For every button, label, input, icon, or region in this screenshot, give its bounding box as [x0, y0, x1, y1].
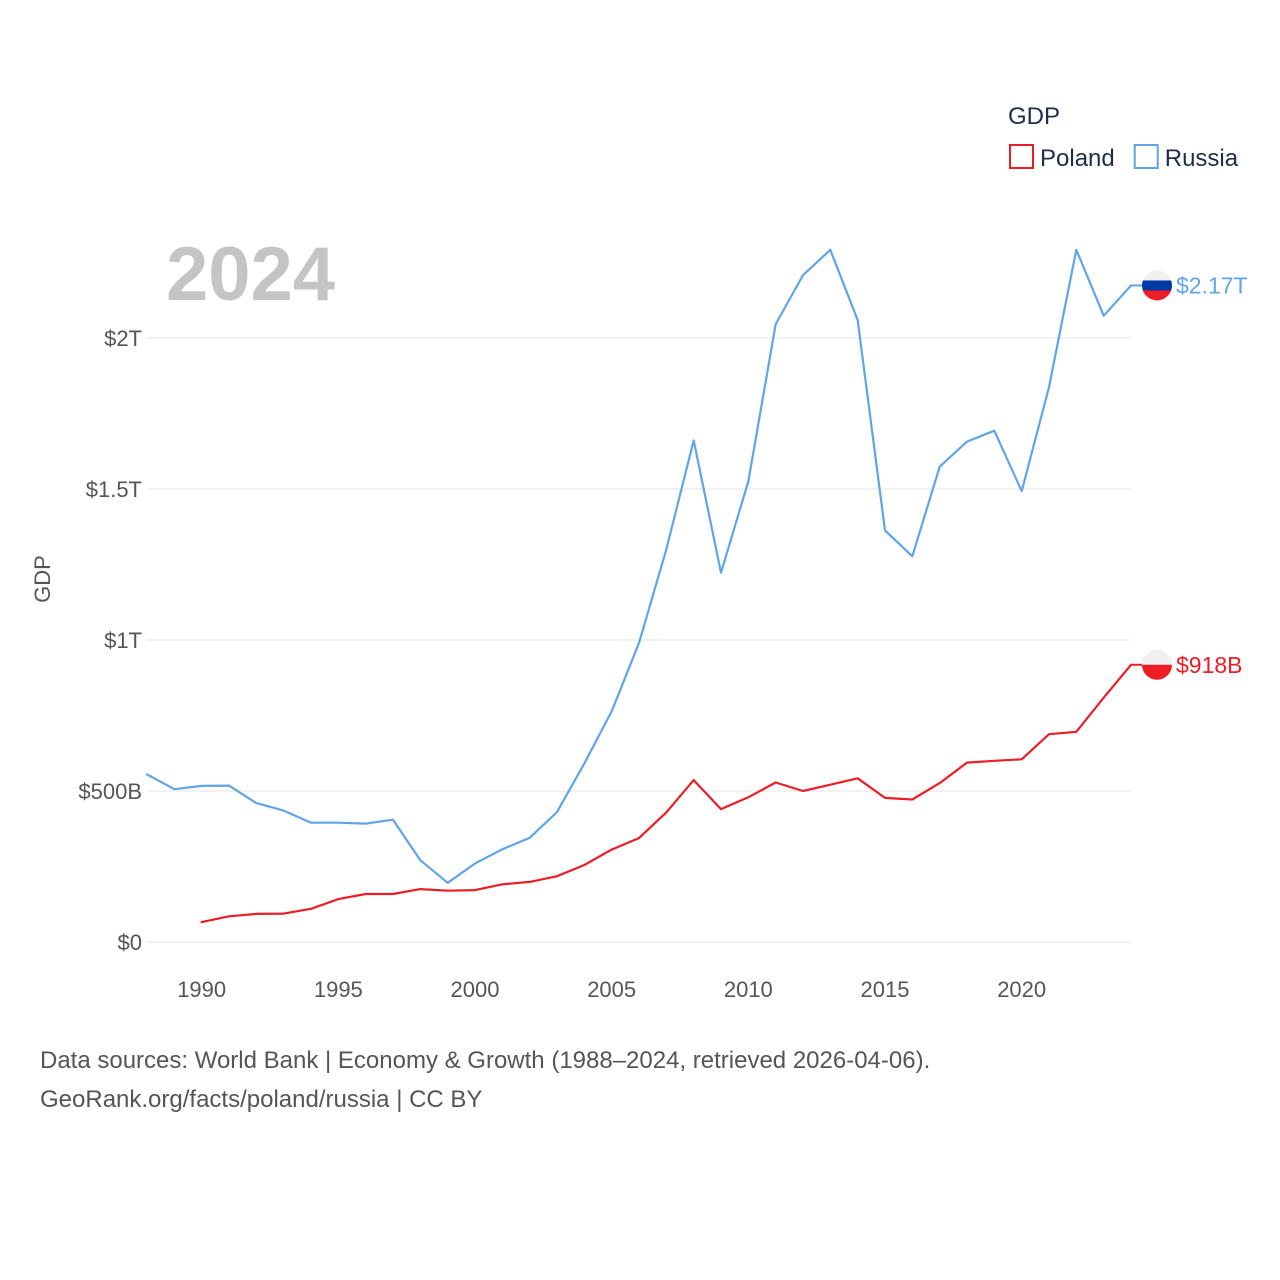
attribution-note: GeoRank.org/facts/poland/russia | CC BY	[40, 1086, 483, 1113]
y-tick-label: $0	[118, 930, 142, 955]
end-value-label-poland: $918B	[1176, 652, 1243, 678]
poland-flag-icon	[1142, 649, 1172, 680]
x-tick-label: 1995	[314, 977, 363, 1002]
x-tick-label: 2015	[861, 977, 910, 1002]
x-tick-label: 2000	[451, 977, 500, 1002]
series-lines	[145, 248, 1133, 924]
y-tick-label: $500B	[78, 779, 142, 804]
legend-label-poland: Poland	[1040, 145, 1115, 172]
x-tick-label: 2020	[997, 977, 1046, 1002]
legend: GDP Poland Russia	[1008, 103, 1239, 172]
y-axis-ticks: $0 $500B $1T $1.5T $2T	[78, 326, 142, 955]
year-label: 2024	[166, 232, 335, 317]
legend-swatch-poland	[1009, 144, 1034, 169]
x-tick-label: 2010	[724, 977, 773, 1002]
legend-items: Poland Russia	[1009, 144, 1239, 172]
footer: Data sources: World Bank | Economy & Gro…	[40, 1041, 1240, 1119]
legend-label-russia: Russia	[1165, 145, 1239, 172]
series-line-poland	[200, 663, 1133, 924]
legend-title: GDP	[1008, 103, 1060, 130]
legend-swatch-russia	[1133, 144, 1159, 169]
y-tick-label: $1.5T	[86, 477, 142, 502]
legend-item-russia[interactable]: Russia	[1133, 144, 1239, 172]
y-axis-title: GDP	[30, 555, 55, 603]
source-note: Data sources: World Bank | Economy & Gro…	[40, 1047, 931, 1074]
x-axis-ticks: 1990 1995 2000 2005 2010 2015 2020	[177, 977, 1046, 1002]
end-markers: $2.17T $918B	[1131, 270, 1248, 680]
series-line-russia	[145, 248, 1133, 884]
y-tick-label: $2T	[104, 326, 142, 351]
end-value-label-russia: $2.17T	[1176, 272, 1248, 298]
russia-flag-icon	[1142, 270, 1172, 301]
x-tick-label: 2005	[587, 977, 636, 1002]
x-tick-label: 1990	[177, 977, 226, 1002]
y-tick-label: $1T	[104, 628, 142, 653]
legend-item-poland[interactable]: Poland	[1009, 144, 1115, 172]
